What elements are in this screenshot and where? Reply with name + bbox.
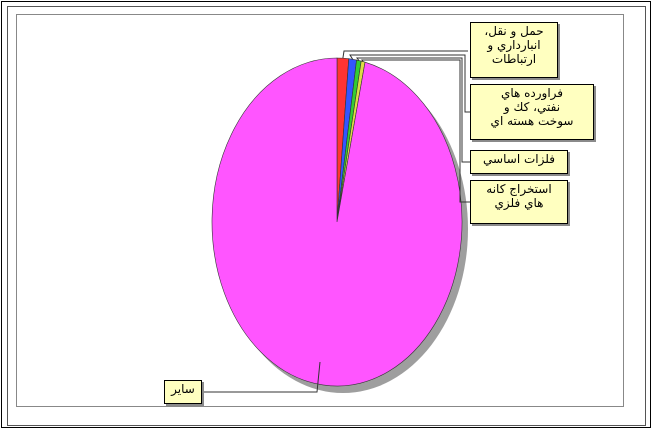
slice-label-petroleum: فراورده هاي نفتي، كك و سوخت هسته اي	[470, 84, 594, 140]
slice-label-metal-ore: استخراج كانه هاي فلزي	[470, 180, 568, 224]
leader-lines	[202, 50, 470, 393]
pie-slice-other	[211, 57, 463, 387]
slice-label-other: ساير	[164, 380, 202, 404]
leader-line-petroleum	[349, 54, 470, 113]
leader-line-transport	[342, 50, 468, 59]
leader-line-metal-ore	[361, 59, 470, 203]
slice-label-basic-metals: فلزات اساسي	[470, 150, 568, 174]
slice-label-transport: حمل و نقل، انبارداري و ارتباطات	[470, 22, 558, 78]
pie-slices	[211, 57, 463, 387]
leader-line-basic-metals	[355, 57, 470, 163]
leader-line-other	[202, 361, 321, 393]
